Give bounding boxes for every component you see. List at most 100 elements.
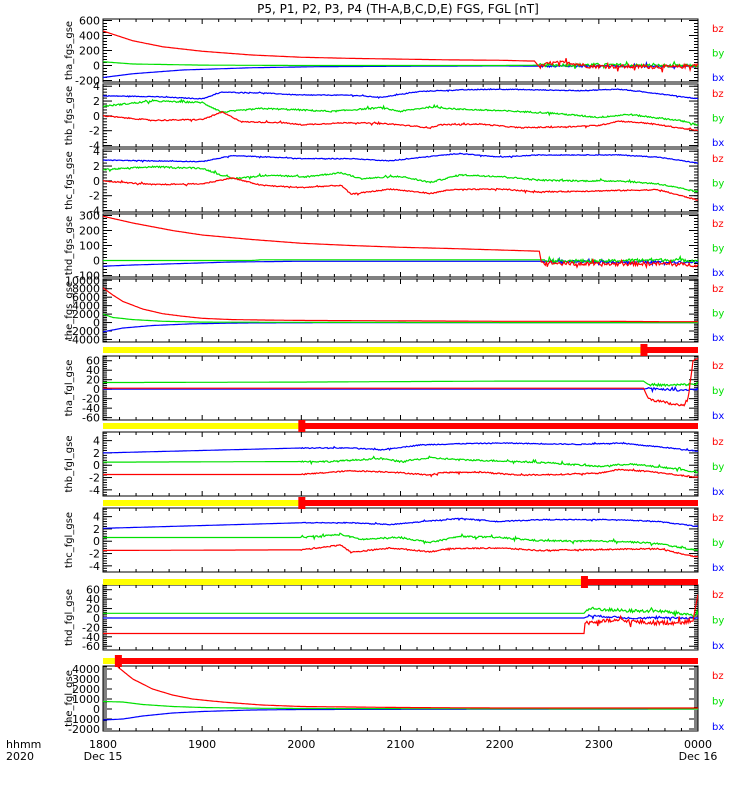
series-line-bx — [103, 256, 698, 267]
series-line-bz — [103, 110, 698, 132]
x-tick-date: Dec 16 — [679, 750, 718, 763]
series-line-bz — [103, 287, 698, 323]
legend-bz: bz — [712, 154, 724, 165]
y-tick-label: 2 — [93, 160, 100, 173]
x-tick-label: 0000 — [684, 738, 712, 751]
y-tick-label: 2 — [93, 95, 100, 108]
bar-segment-unavailable — [103, 658, 118, 664]
series-line-by — [103, 532, 698, 551]
y-tick-label: -4 — [89, 205, 100, 218]
legend-bx: bx — [712, 487, 724, 498]
y-tick-label: 300 — [79, 210, 100, 223]
y-tick-label: 0 — [93, 612, 100, 625]
panel-thb-fgl-gse: 420-2-4 thb_fgl_gse bz by bx — [64, 431, 724, 498]
y-tick-label: 0 — [93, 459, 100, 472]
series-line-by — [103, 606, 698, 618]
x-tick-label: 1800 — [89, 738, 117, 751]
legend-by: by — [712, 49, 724, 60]
legend-bz: bz — [712, 671, 724, 682]
availability-bar — [103, 497, 698, 509]
series-line-bx — [103, 517, 698, 529]
series-line-bx — [103, 322, 698, 333]
legend-bx: bx — [712, 563, 724, 574]
y-tick-label: 3000 — [72, 673, 100, 686]
series-line-bz — [103, 177, 698, 201]
y-tick-label: -2 — [89, 548, 100, 561]
y-tick-label: 0 — [93, 703, 100, 716]
bar-segment-unavailable — [103, 347, 644, 353]
x-tick-label: 2100 — [387, 738, 415, 751]
y-tick-label: -4 — [89, 140, 100, 153]
panel-thc-fgs-gse: 4 2 0 -2 -4 thc_fgs_gse bz by bx — [64, 145, 724, 217]
legend-by: by — [712, 179, 724, 190]
series-line-bz — [103, 357, 698, 407]
series-line-by — [103, 165, 698, 193]
y-tick-label: 0 — [93, 535, 100, 548]
y-tick-label: -60 — [82, 640, 100, 653]
bar-start-marker — [298, 497, 306, 509]
legend-bx: bx — [712, 641, 724, 652]
y-tick-label: 0 — [93, 175, 100, 188]
bar-start-marker — [114, 655, 122, 667]
y-tick-label: 60 — [86, 584, 100, 597]
y-tick-label: -2 — [89, 190, 100, 203]
bar-start-marker — [580, 576, 588, 588]
panel-ylabel: thb_fgl_gse — [64, 436, 75, 493]
panel-ylabel: thc_fgl_gse — [64, 512, 75, 568]
y-tick-label: -4 — [89, 560, 100, 573]
legend-bx: bx — [712, 138, 724, 149]
x-axis-label: hhmm — [6, 738, 41, 751]
legend-bz: bz — [712, 24, 724, 35]
y-tick-label: 200 — [79, 45, 100, 58]
series-line-bz — [103, 468, 698, 478]
y-tick-label: 0 — [93, 255, 100, 268]
series-line-bz — [103, 594, 698, 635]
y-tick-label: 20 — [86, 603, 100, 616]
legend-by: by — [712, 386, 724, 397]
y-tick-label: 600 — [79, 15, 100, 28]
panel-frame — [102, 278, 699, 343]
chart-title: P5, P1, P2, P3, P4 (TH-A,B,C,D,E) FGS, F… — [257, 2, 539, 16]
legend-bz: bz — [712, 590, 724, 601]
y-tick-label: 0 — [93, 317, 100, 330]
y-tick-label: -2 — [89, 125, 100, 138]
x-tick-label: 2200 — [486, 738, 514, 751]
y-tick-label: 60 — [86, 355, 100, 368]
y-tick-label: 4 — [93, 435, 100, 448]
y-tick-label: -100 — [75, 270, 100, 283]
series-line-by — [103, 700, 698, 710]
bar-segment-available — [301, 500, 698, 506]
y-tick-label: -2000 — [68, 325, 100, 338]
series-line-bz — [103, 215, 698, 270]
panel-ylabel: tha_fgl_gse — [64, 360, 75, 417]
y-tick-label: -20 — [82, 393, 100, 406]
legend-bz: bz — [712, 437, 724, 448]
series-line-bx — [103, 385, 698, 394]
bar-start-marker — [298, 420, 306, 432]
bar-segment-available — [117, 658, 698, 664]
series-line-bx — [103, 708, 698, 721]
y-tick-label: 2000 — [72, 683, 100, 696]
y-tick-label: 2 — [93, 523, 100, 536]
x-axis-label: 2020 — [6, 750, 34, 763]
availability-bar — [103, 655, 698, 667]
series-line-bx — [103, 441, 698, 454]
bar-segment-available — [301, 423, 698, 429]
bar-segment-available — [643, 347, 698, 353]
availability-bar — [103, 420, 698, 432]
bar-start-marker — [640, 344, 648, 356]
panel-thc-fgl-gse: 420-2-4 thc_fgl_gse bz by bx — [64, 507, 724, 574]
y-tick-label: 2 — [93, 447, 100, 460]
series-line-bx — [103, 613, 698, 622]
legend-bx: bx — [712, 333, 724, 344]
legend-bz: bz — [712, 89, 724, 100]
series-line-bz — [117, 666, 698, 709]
y-tick-label: -2000 — [68, 723, 100, 736]
panel-the-fgs-gse: 1000080006000400020000-2000-4000the_fgs_… — [64, 274, 724, 346]
legend-bz: bz — [712, 513, 724, 524]
legend-by: by — [712, 538, 724, 549]
bar-segment-unavailable — [103, 423, 302, 429]
